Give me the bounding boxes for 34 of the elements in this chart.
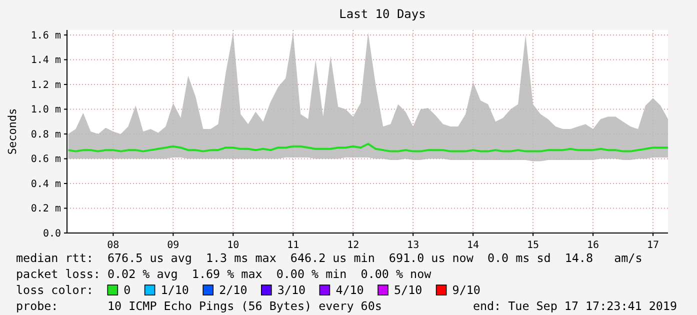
y-tick-label: 0.4 m <box>30 178 61 190</box>
legend-label: 9/10 <box>452 283 480 297</box>
x-tick-label: 12 <box>347 240 360 251</box>
x-tick-label: 13 <box>407 240 420 251</box>
text: median rtt: 676.5 us avg 1.3 ms max 646.2 us min 691.0 us now 0.0 ms sd 14.8 am/s <box>16 251 642 265</box>
x-tick-label: 08 <box>107 240 120 251</box>
x-tick-label: 16 <box>587 240 600 251</box>
x-tick-label: 11 <box>287 240 300 251</box>
y-tick-label: 1.0 m <box>30 104 61 116</box>
legend-label: 0 <box>124 283 131 297</box>
y-tick-label: 1.4 m <box>30 55 61 66</box>
y-tick-label: 1.2 m <box>30 80 61 91</box>
x-tick-label: 17 <box>646 240 660 251</box>
y-axis-title: Seconds <box>6 108 19 155</box>
line-series <box>67 142 669 152</box>
legend-label: 3/10 <box>277 283 306 297</box>
text: end: Tue Sep 17 17:23:41 2019 <box>472 299 677 313</box>
legend-label: 1/10 <box>160 283 189 297</box>
y-tick-label: 0.2 m <box>30 204 61 215</box>
x-tick-label: 14 <box>467 240 480 251</box>
y-tick-label: 0.6 m <box>30 154 61 166</box>
legend-label: 4/10 <box>336 283 364 297</box>
y-tick-label: 1.6 m <box>30 30 61 42</box>
chart-title: Last 10 Days <box>339 7 426 21</box>
text: packet loss: 0.02 % avg 1.69 % max 0.00 % min 0.00 % now <box>16 267 432 281</box>
x-tick-label: 15 <box>527 240 540 251</box>
legend-label: 5/10 <box>394 283 422 297</box>
legend-label: 2/10 <box>219 283 248 297</box>
text: probe: 10 ICMP Echo Pings (56 Bytes) every 60s <box>16 299 382 313</box>
y-tick-label: 0.0 <box>42 228 61 240</box>
y-tick-label: 0.8 m <box>30 129 61 140</box>
x-tick-label: 10 <box>227 240 240 251</box>
x-tick-label: 09 <box>167 240 180 251</box>
legend-title: loss color: <box>16 283 94 297</box>
